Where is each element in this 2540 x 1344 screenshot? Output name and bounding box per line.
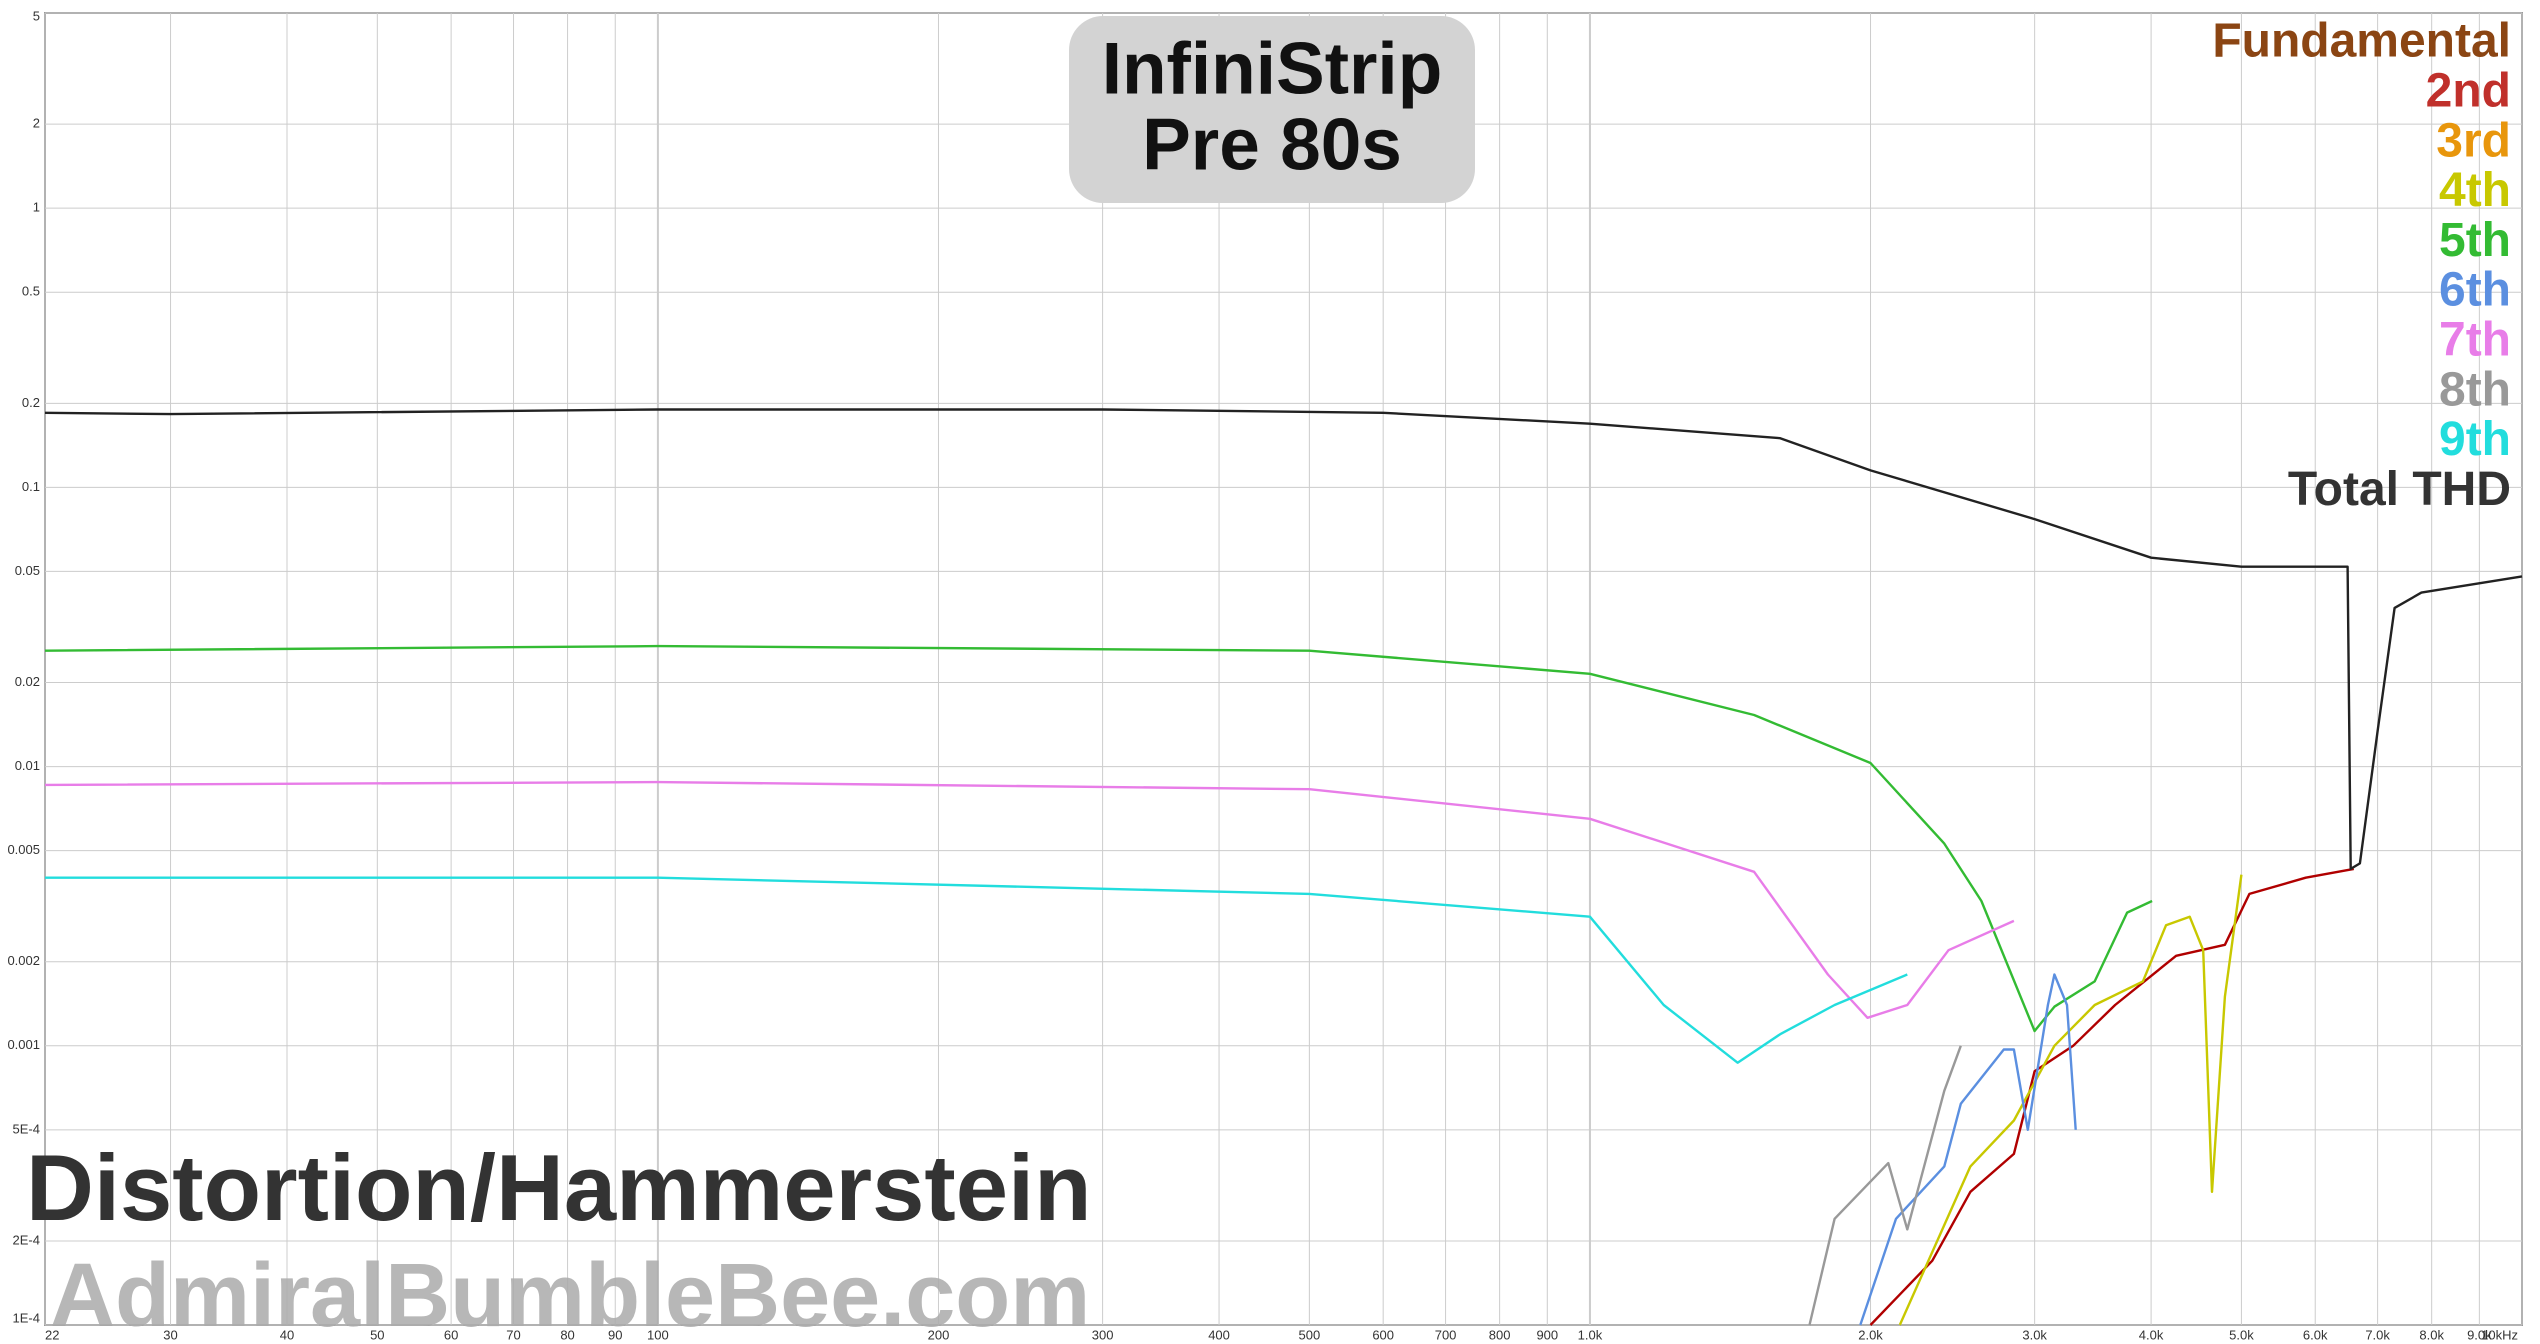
legend-entry: 5th <box>2439 214 2511 267</box>
legend-entry: 8th <box>2439 363 2511 416</box>
y-tick-label: 0.2 <box>22 395 40 410</box>
x-tick-label: 5.0k <box>2229 1327 2254 1342</box>
plot-area <box>44 12 2523 1326</box>
y-tick-label: 0.5 <box>22 284 40 299</box>
x-tick-label: 900 <box>1536 1327 1558 1342</box>
x-tick-label: 60 <box>444 1327 458 1342</box>
x-tick-label: 30 <box>163 1327 177 1342</box>
legend: Fundamental2nd3rd4th5th6th7th8th9thTotal… <box>2212 15 2511 516</box>
y-tick-label: 0.02 <box>15 674 40 689</box>
x-tick-label: 70 <box>506 1327 520 1342</box>
y-tick-label: 1 <box>33 200 40 215</box>
y-tick-label: 0.01 <box>15 758 40 773</box>
legend-entry: 9th <box>2439 413 2511 466</box>
legend-entry: Total THD <box>2288 463 2511 516</box>
chart-title: InfiniStrip <box>1102 28 1443 109</box>
y-tick-label: 0.002 <box>7 953 40 968</box>
y-tick-label: 2E-4 <box>13 1232 40 1247</box>
x-tick-label: 9.0k <box>2467 1327 2492 1342</box>
x-tick-label: 1.0k <box>1578 1327 1603 1342</box>
x-tick-label: 10kHz <box>2481 1327 2518 1342</box>
x-tick-label: 300 <box>1092 1327 1114 1342</box>
y-tick-label: 2 <box>33 116 40 131</box>
series-line <box>44 644 2153 1033</box>
series-line <box>45 876 1908 1064</box>
x-tick-label: 2.0k <box>1858 1327 1883 1342</box>
x-tick-label: 600 <box>1372 1327 1394 1342</box>
y-tick-label: 0.001 <box>7 1037 40 1052</box>
x-tick-label: 4.0k <box>2139 1327 2164 1342</box>
legend-entry: 4th <box>2439 164 2511 217</box>
series-lines <box>44 408 2523 1326</box>
series-line <box>44 780 2015 1019</box>
annotation: Distortion/Hammerstein <box>26 1135 1092 1240</box>
title-box <box>1069 16 1475 203</box>
x-tick-label: 700 <box>1435 1327 1457 1342</box>
x-tick-label: 3.0k <box>2022 1327 2047 1342</box>
legend-entry: 6th <box>2439 264 2511 317</box>
y-tick-label: 5 <box>33 8 40 23</box>
x-tick-label: 90 <box>608 1327 622 1342</box>
chart-title: Pre 80s <box>1142 104 1402 185</box>
x-tick-label: 200 <box>928 1327 950 1342</box>
x-tick-label: 7.0k <box>2365 1327 2390 1342</box>
x-tick-label: 22 <box>45 1327 59 1342</box>
series-line <box>1859 973 2077 1326</box>
x-tick-label: 50 <box>370 1327 384 1342</box>
series-line <box>1869 867 2355 1326</box>
series-line <box>1808 1045 1962 1326</box>
x-tick-label: 400 <box>1208 1327 1230 1342</box>
legend-entry: 3rd <box>2436 114 2511 167</box>
x-tick-label: 500 <box>1299 1327 1321 1342</box>
y-tick-label: 0.005 <box>7 842 40 857</box>
y-tick-label: 0.1 <box>22 479 40 494</box>
y-tick-label: 0.05 <box>15 563 40 578</box>
x-tick-label: 800 <box>1489 1327 1511 1342</box>
x-tick-label: 80 <box>560 1327 574 1342</box>
x-tick-label: 8.0k <box>2419 1327 2444 1342</box>
series-line <box>44 408 2523 871</box>
legend-entry: Fundamental <box>2212 15 2511 68</box>
grid: 22 30 40 50 60 70 80 90 100 200 300 400 500 600 700 800… <box>7 8 2523 1342</box>
legend-entry: 2nd <box>2426 64 2511 117</box>
x-tick-label: 40 <box>280 1327 294 1342</box>
annotation: AdmiralBumbleBee.com <box>50 1246 1090 1344</box>
legend-entry: 7th <box>2439 313 2511 366</box>
y-tick-label: 5E-4 <box>13 1121 40 1136</box>
y-tick-label: 1E-4 <box>13 1310 40 1325</box>
x-tick-label: 6.0k <box>2303 1327 2328 1342</box>
series-line <box>1898 874 2243 1326</box>
x-tick-label: 100 <box>647 1327 669 1342</box>
